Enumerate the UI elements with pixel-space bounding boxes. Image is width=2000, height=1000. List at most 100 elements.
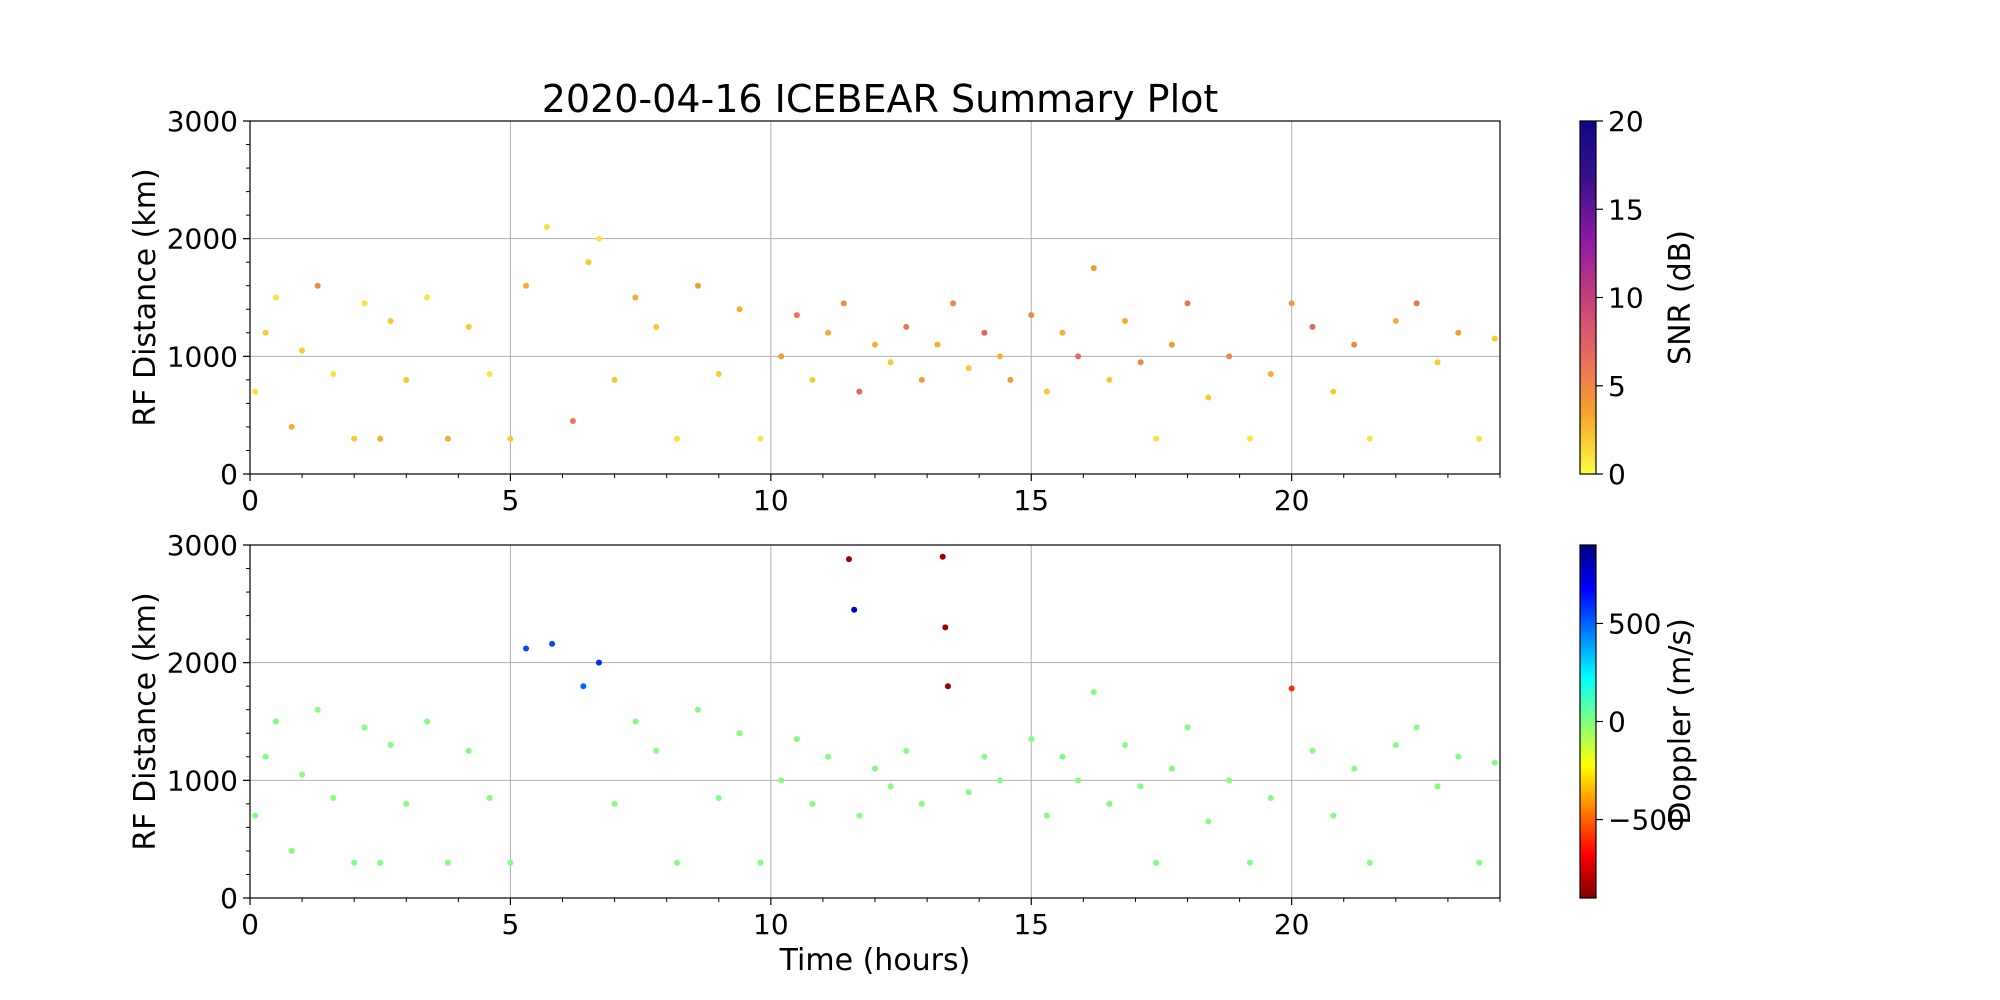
y-tick-label: 2000 xyxy=(167,647,238,680)
data-point xyxy=(1288,300,1295,307)
plot-frame xyxy=(249,120,1501,475)
data-point xyxy=(918,800,925,807)
data-point xyxy=(543,223,550,230)
data-point xyxy=(997,353,1003,360)
colorbar-tick-label: 0 xyxy=(1608,706,1626,739)
data-point xyxy=(653,323,660,330)
data-point xyxy=(465,323,472,330)
y-tick-label: 3000 xyxy=(167,529,238,562)
data-point xyxy=(1075,777,1082,784)
data-point xyxy=(1153,435,1160,442)
data-point xyxy=(778,777,785,784)
data-point xyxy=(997,777,1003,784)
data-point xyxy=(1267,370,1274,377)
data-point xyxy=(939,553,946,560)
data-point xyxy=(252,388,259,395)
data-point xyxy=(1007,376,1014,383)
data-point xyxy=(674,859,681,866)
data-point xyxy=(1168,341,1175,348)
colorbar-tick-label: 5 xyxy=(1608,370,1626,403)
data-point xyxy=(757,859,764,866)
data-point xyxy=(507,435,514,442)
data-point xyxy=(965,789,972,796)
data-point xyxy=(424,294,431,301)
data-point xyxy=(872,341,878,348)
data-point xyxy=(1168,765,1175,772)
data-point xyxy=(1267,794,1274,801)
data-point xyxy=(1491,335,1498,342)
colorbar-tick-label: 0 xyxy=(1608,458,1626,491)
x-tick-label: 15 xyxy=(1013,908,1049,941)
data-point xyxy=(1455,753,1462,760)
data-point xyxy=(444,859,451,866)
x-tick-label: 0 xyxy=(241,908,259,941)
data-point xyxy=(1137,783,1144,790)
data-point xyxy=(872,765,878,772)
x-tick-label: 20 xyxy=(1274,484,1310,517)
data-point xyxy=(981,753,988,760)
data-point xyxy=(273,294,280,301)
data-point xyxy=(1028,312,1035,319)
data-point xyxy=(1122,742,1128,749)
data-point xyxy=(757,435,764,442)
data-point xyxy=(778,353,785,360)
data-point xyxy=(1059,753,1066,760)
data-point xyxy=(887,359,894,366)
x-tick-label: 5 xyxy=(502,484,520,517)
data-point xyxy=(1184,724,1191,731)
data-point xyxy=(1351,341,1358,348)
data-point xyxy=(1330,388,1337,395)
data-point xyxy=(486,794,493,801)
data-point xyxy=(580,683,587,690)
data-point xyxy=(944,683,951,690)
data-point xyxy=(1392,742,1399,749)
data-point xyxy=(1075,353,1082,360)
data-point xyxy=(299,347,306,354)
data-point xyxy=(715,370,722,377)
data-point xyxy=(523,645,530,652)
data-point xyxy=(288,847,295,854)
data-point xyxy=(1309,747,1316,754)
data-point xyxy=(1247,435,1253,442)
data-point xyxy=(585,259,592,266)
data-point xyxy=(595,659,602,666)
data-point xyxy=(262,329,269,336)
data-point xyxy=(1413,724,1420,731)
plot-frame xyxy=(249,544,1501,899)
data-point xyxy=(1309,323,1316,330)
data-point xyxy=(1434,359,1441,366)
colorbar-label: Doppler (m/s) xyxy=(1663,618,1698,825)
data-point xyxy=(632,294,639,301)
data-point xyxy=(856,388,863,395)
data-point xyxy=(1247,859,1253,866)
data-point xyxy=(942,624,949,631)
data-point xyxy=(965,365,972,372)
data-point xyxy=(424,718,431,725)
data-point xyxy=(403,800,410,807)
data-point xyxy=(1106,376,1113,383)
data-point xyxy=(1413,300,1420,307)
data-point xyxy=(361,300,368,307)
data-point xyxy=(387,318,394,325)
data-point xyxy=(809,800,816,807)
data-point xyxy=(314,706,321,713)
data-point xyxy=(1028,736,1035,743)
data-point xyxy=(903,323,910,330)
data-point xyxy=(611,376,618,383)
data-point xyxy=(1351,765,1358,772)
data-point xyxy=(1184,300,1191,307)
data-point xyxy=(549,640,556,647)
colorbar-tick-label: −500 xyxy=(1608,804,1685,837)
data-point xyxy=(523,282,530,289)
data-point xyxy=(262,753,269,760)
data-point xyxy=(1205,394,1212,401)
data-point xyxy=(1392,318,1399,325)
y-axis-label: RF Distance (km) xyxy=(128,592,163,850)
data-point xyxy=(361,724,368,731)
colorbar-tick-label: 500 xyxy=(1608,607,1661,640)
y-tick-label: 1000 xyxy=(167,340,238,373)
data-point xyxy=(1455,329,1462,336)
data-point xyxy=(330,794,337,801)
data-point xyxy=(694,282,701,289)
